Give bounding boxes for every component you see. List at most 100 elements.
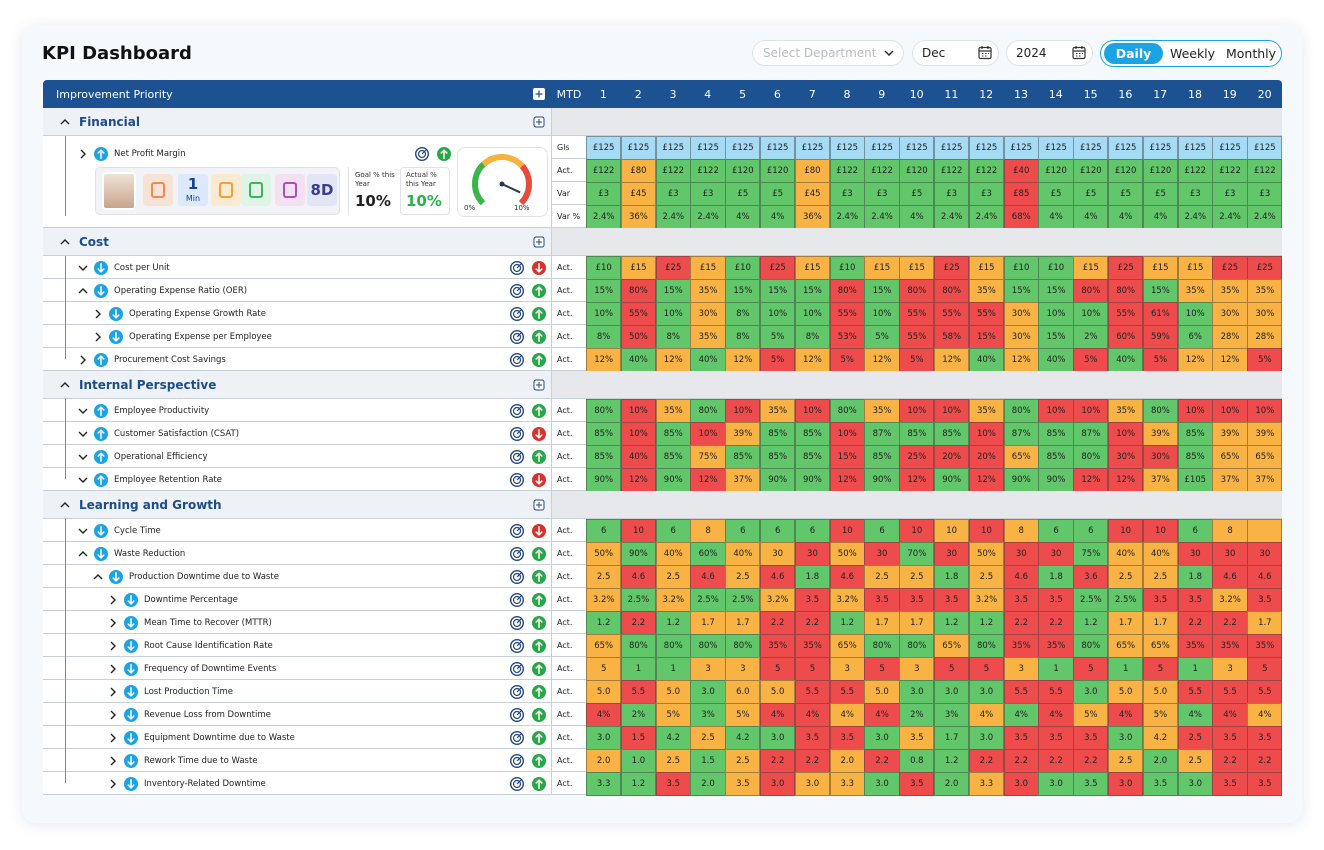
tool-icon[interactable] (241, 174, 271, 206)
timer-tile[interactable] (178, 174, 208, 206)
target-icon[interactable] (509, 546, 525, 561)
kpi-row (43, 634, 552, 657)
kpi-cell: 80% (1142, 399, 1179, 423)
kpi-cell: 30 (864, 542, 900, 566)
target-icon[interactable] (509, 592, 525, 607)
chevron-up[interactable] (60, 237, 70, 247)
chevron-right[interactable] (108, 756, 118, 766)
kpi-cell: 2.5 (655, 565, 691, 589)
kpi-name: Waste Reduction (114, 548, 186, 559)
table-header (43, 80, 1282, 108)
target-icon[interactable] (509, 449, 525, 464)
target-icon[interactable] (509, 306, 525, 321)
chevron-down[interactable] (78, 429, 88, 439)
tool-icon[interactable] (143, 174, 173, 206)
kpi-cell: 3.2% (829, 588, 865, 612)
target-icon[interactable] (509, 260, 525, 275)
chevron-right[interactable] (108, 779, 118, 789)
year-picker[interactable] (1006, 40, 1093, 66)
kpi-cell: 2.5 (725, 565, 761, 589)
calendar-icon[interactable] (1072, 45, 1086, 60)
view-option[interactable]: Monthly (1225, 46, 1277, 61)
year-value: 2024 (1016, 46, 1047, 60)
kpi-row (43, 565, 552, 588)
chevron-right[interactable] (108, 664, 118, 674)
chevron-up[interactable] (60, 117, 70, 127)
chevron-up[interactable] (78, 549, 88, 559)
chevron-right[interactable] (108, 733, 118, 743)
kpi-cell: 1.2 (934, 611, 970, 635)
kpi-cell: £40 (1003, 159, 1039, 183)
kpi-cell: 15% (794, 279, 831, 303)
chevron-right[interactable] (78, 149, 88, 159)
chevron-down[interactable] (78, 406, 88, 416)
chevron-right[interactable] (108, 618, 118, 628)
status-icon (532, 776, 546, 791)
direction-icon (94, 472, 108, 487)
kpi-cell: 30 (1038, 542, 1074, 566)
actual-label: Actual % this Year (406, 171, 437, 188)
target-icon[interactable] (509, 329, 525, 344)
kpi-cell: 12% (725, 348, 761, 372)
chevron-up[interactable] (60, 500, 70, 510)
target-icon[interactable] (509, 684, 525, 699)
target-icon[interactable] (509, 352, 525, 367)
expand-icon[interactable] (533, 236, 545, 248)
chevron-right[interactable] (93, 309, 103, 319)
expand-icon[interactable] (533, 116, 545, 128)
month-picker[interactable] (912, 40, 999, 66)
target-icon[interactable] (509, 661, 525, 676)
chevron-down[interactable] (884, 48, 894, 58)
target-icon[interactable] (509, 523, 525, 538)
chevron-down[interactable] (78, 263, 88, 273)
row-label: Act. (552, 519, 586, 542)
view-option[interactable]: Weekly (1169, 46, 1216, 61)
target-icon[interactable] (509, 753, 525, 768)
department-select[interactable] (752, 40, 904, 66)
kpi-cell: 80% (968, 634, 1005, 658)
target-icon[interactable] (509, 403, 525, 418)
chevron-up[interactable] (60, 380, 70, 390)
target-icon[interactable] (509, 615, 525, 630)
kpi-cell: 20% (968, 445, 1005, 469)
chevron-down[interactable] (78, 452, 88, 462)
target-icon[interactable] (509, 776, 525, 791)
actual-value: 10% (406, 192, 442, 210)
kpi-cell: 3.5 (1177, 588, 1213, 612)
view-option[interactable]: Daily (1104, 43, 1163, 64)
kpi-cell: 30% (1003, 325, 1039, 349)
kpi-name: Operational Efficiency (114, 451, 208, 462)
kpi-cell: 2.4% (655, 205, 691, 229)
target-icon[interactable] (509, 730, 525, 745)
kpi-cell: £5 (1038, 182, 1074, 206)
target-icon[interactable] (509, 472, 525, 487)
column-label: 1 (599, 87, 607, 101)
target-icon[interactable] (509, 569, 525, 584)
chevron-down[interactable] (78, 526, 88, 536)
code-tile[interactable]: 8D (307, 174, 337, 206)
kpi-cell: 8% (725, 302, 761, 326)
target-icon[interactable] (509, 426, 525, 441)
chevron-right[interactable] (108, 710, 118, 720)
target-icon[interactable] (509, 638, 525, 653)
tool-icon[interactable] (211, 174, 241, 206)
expand-icon[interactable] (533, 379, 545, 391)
chevron-up[interactable] (93, 572, 103, 582)
kpi-name: Lost Production Time (144, 686, 233, 697)
chevron-up[interactable] (78, 286, 88, 296)
expand-icon[interactable] (533, 499, 545, 511)
calendar-icon[interactable] (978, 45, 992, 60)
chevron-right[interactable] (93, 332, 103, 342)
tool-icon[interactable] (275, 174, 305, 206)
target-icon[interactable] (509, 707, 525, 722)
section-title: Internal Perspective (79, 378, 217, 392)
chevron-right[interactable] (108, 595, 118, 605)
target-icon[interactable] (509, 283, 525, 298)
chevron-right[interactable] (108, 641, 118, 651)
header-expand-icon[interactable] (533, 88, 545, 100)
chevron-right[interactable] (78, 355, 88, 365)
kpi-cell: £125 (1177, 136, 1213, 160)
chevron-right[interactable] (108, 687, 118, 697)
target-icon[interactable] (414, 146, 430, 162)
chevron-down[interactable] (78, 475, 88, 485)
